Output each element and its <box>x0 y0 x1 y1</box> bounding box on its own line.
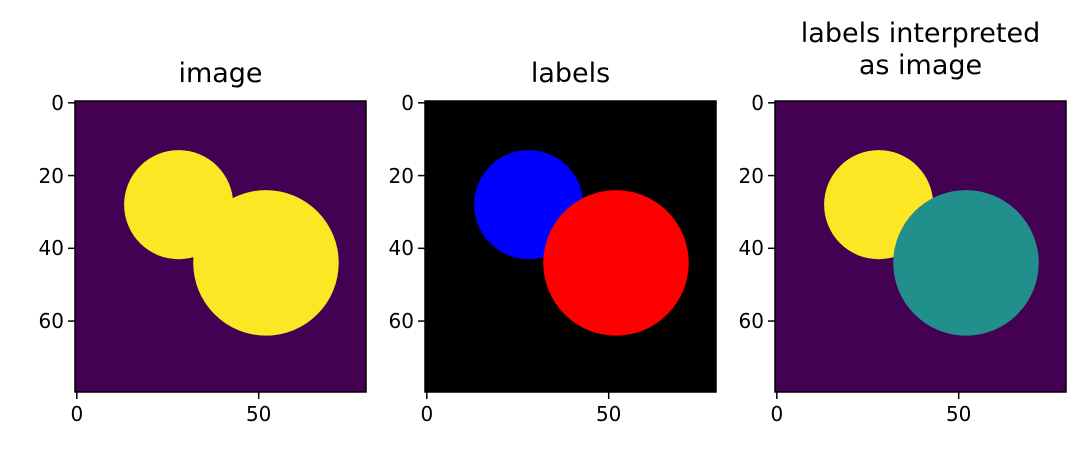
y-tick-label: 0 <box>51 90 64 115</box>
y-tick-label: 20 <box>38 163 64 188</box>
axes-frame <box>774 100 1067 393</box>
panel-title: image <box>178 58 263 89</box>
y-tick-label: 40 <box>38 236 64 261</box>
x-tick-label: 0 <box>420 402 434 426</box>
blob-2 <box>193 190 339 336</box>
y-tick-label: 40 <box>738 236 764 261</box>
y-tick-label: 0 <box>751 90 764 115</box>
panel-3 <box>768 100 1067 399</box>
blob-2 <box>893 190 1039 336</box>
y-tick-label: 40 <box>388 236 414 261</box>
blob-2 <box>543 190 689 336</box>
y-tick-label: 20 <box>738 163 764 188</box>
x-tick-label: 0 <box>770 402 784 426</box>
y-tick-label: 20 <box>388 163 414 188</box>
y-tick-label: 60 <box>388 309 414 334</box>
x-tick-label: 50 <box>245 402 272 426</box>
x-tick-label: 0 <box>70 402 84 426</box>
x-tick-label: 50 <box>595 402 622 426</box>
y-tick-label: 0 <box>401 90 414 115</box>
axes-frame <box>424 100 717 393</box>
y-tick-label: 60 <box>738 309 764 334</box>
x-tick-label: 50 <box>945 402 972 426</box>
y-tick-label: 60 <box>38 309 64 334</box>
panel-title: labels <box>530 58 611 89</box>
panel-title: labels interpreted as image <box>800 18 1041 81</box>
panel-1 <box>68 100 367 399</box>
panel-2 <box>418 100 717 399</box>
axes-frame <box>74 100 367 393</box>
